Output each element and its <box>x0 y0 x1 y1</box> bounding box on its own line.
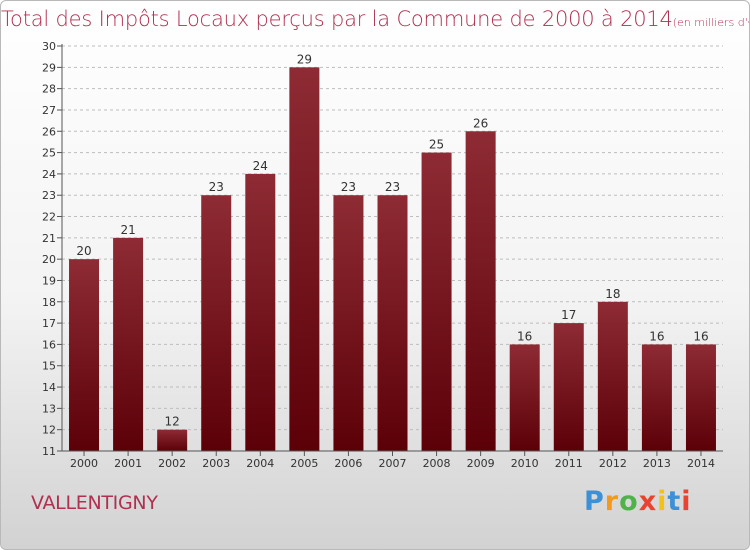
logo-letter: o <box>619 486 639 517</box>
y-tick-label: 23 <box>42 189 56 202</box>
bars <box>69 67 716 452</box>
data-label-2013: 16 <box>649 329 664 343</box>
bar-2014 <box>685 344 716 451</box>
data-label-2005: 29 <box>297 52 312 66</box>
x-tick-label-2008: 2008 <box>423 457 451 470</box>
logo-letter: r <box>604 486 620 517</box>
y-tick-label: 28 <box>42 83 56 96</box>
x-tick-label-2007: 2007 <box>379 457 407 470</box>
bar-2001 <box>113 237 144 451</box>
y-tick-label: 16 <box>42 338 56 351</box>
data-label-2001: 21 <box>120 223 135 237</box>
data-label-2010: 16 <box>517 329 532 343</box>
x-tick-label-2001: 2001 <box>114 457 142 470</box>
logo-letter: i <box>657 486 668 517</box>
bar-2010 <box>509 344 540 451</box>
x-tick-label-2000: 2000 <box>70 457 98 470</box>
data-label-2012: 18 <box>605 287 620 301</box>
y-axis-ticks: 11 12 13 14 15 16 17 18 19 20 21 22 23 24 25 26 27 28 29 30 <box>42 40 62 458</box>
x-tick-label-2002: 2002 <box>158 457 186 470</box>
y-tick-label: 11 <box>42 445 56 458</box>
bar-2009 <box>465 131 496 451</box>
bar-2005 <box>289 67 320 451</box>
y-tick-label: 13 <box>42 402 56 415</box>
x-tick-label-2009: 2009 <box>467 457 495 470</box>
data-label-2004: 24 <box>253 159 268 173</box>
bar-2006 <box>333 195 364 451</box>
logo-letter: t <box>667 486 682 517</box>
bar-2013 <box>641 344 672 451</box>
x-tick-label-2004: 2004 <box>246 457 274 470</box>
y-tick-label: 27 <box>42 104 56 117</box>
bar-2004 <box>245 173 276 452</box>
x-tick-label-2006: 2006 <box>334 457 362 470</box>
x-axis-ticks: 2000 2001 2002 2003 2004 2005 2006 2007 2008 2009… <box>70 451 715 470</box>
data-label-2003: 23 <box>209 180 224 194</box>
logo-letter: x <box>638 486 658 517</box>
data-labels: 20 21 12 23 24 29 23 23 25 26 16 17 18 16 16 <box>76 52 708 428</box>
y-tick-label: 26 <box>42 125 56 138</box>
x-tick-label-2013: 2013 <box>643 457 671 470</box>
data-label-2009: 26 <box>473 116 488 130</box>
bar-2000 <box>69 259 100 451</box>
chart-title-unit: (en milliers d'€) <box>672 16 749 29</box>
y-tick-label: 29 <box>42 61 56 74</box>
data-label-2008: 25 <box>429 138 444 152</box>
data-label-2011: 17 <box>561 308 576 322</box>
y-tick-label: 19 <box>42 274 56 287</box>
x-tick-label-2011: 2011 <box>555 457 583 470</box>
y-tick-label: 24 <box>42 168 56 181</box>
y-tick-label: 17 <box>42 317 56 330</box>
commune-name: VALLENTIGNY <box>31 492 158 514</box>
x-tick-label-2010: 2010 <box>511 457 539 470</box>
bar-2002 <box>157 429 188 451</box>
y-tick-label: 12 <box>42 424 56 437</box>
x-tick-label-2012: 2012 <box>599 457 627 470</box>
data-label-2006: 23 <box>341 180 356 194</box>
y-tick-label: 18 <box>42 296 56 309</box>
y-tick-label: 30 <box>42 40 56 53</box>
y-tick-label: 25 <box>42 147 56 160</box>
x-tick-label-2014: 2014 <box>687 457 715 470</box>
x-tick-label-2003: 2003 <box>202 457 230 470</box>
bar-2012 <box>597 301 628 451</box>
y-tick-label: 15 <box>42 360 56 373</box>
y-tick-label: 20 <box>42 253 56 266</box>
bar-2008 <box>421 152 452 451</box>
logo-letter: i <box>681 486 692 517</box>
chart-title: Total des Impôts Locaux perçus par la Co… <box>1 7 749 31</box>
bar-2003 <box>201 195 232 451</box>
y-tick-label: 21 <box>42 232 56 245</box>
y-tick-label: 22 <box>42 211 56 224</box>
chart-title-text: Total des Impôts Locaux perçus par la Co… <box>1 7 673 31</box>
proxiti-logo: Proxiti <box>584 486 692 517</box>
data-label-2000: 20 <box>76 244 91 258</box>
data-label-2014: 16 <box>693 329 708 343</box>
data-label-2002: 12 <box>165 415 180 429</box>
y-tick-label: 14 <box>42 381 56 394</box>
bar-2007 <box>377 195 408 451</box>
data-label-2007: 23 <box>385 180 400 194</box>
bar-2011 <box>553 323 584 451</box>
x-tick-label-2005: 2005 <box>290 457 318 470</box>
logo-letter: P <box>584 486 605 517</box>
